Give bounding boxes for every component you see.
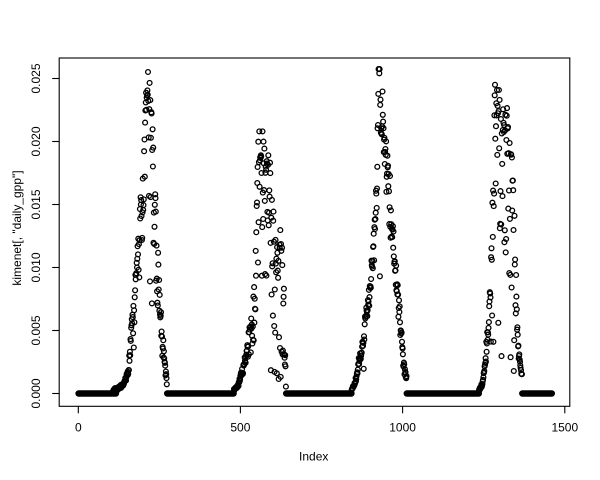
svg-text:Index: Index xyxy=(299,449,328,463)
svg-text:0: 0 xyxy=(75,421,82,435)
svg-text:0.000: 0.000 xyxy=(29,378,43,408)
svg-text:1500: 1500 xyxy=(551,421,578,435)
svg-text:0.005: 0.005 xyxy=(29,315,43,345)
svg-text:0.015: 0.015 xyxy=(29,189,43,219)
svg-text:1000: 1000 xyxy=(389,421,416,435)
svg-text:0.025: 0.025 xyxy=(29,63,43,93)
svg-text:kimenet[, "daily_gpp"]: kimenet[, "daily_gpp"] xyxy=(10,170,24,285)
svg-text:500: 500 xyxy=(230,421,250,435)
svg-text:0.010: 0.010 xyxy=(29,252,43,282)
svg-text:0.020: 0.020 xyxy=(29,126,43,156)
